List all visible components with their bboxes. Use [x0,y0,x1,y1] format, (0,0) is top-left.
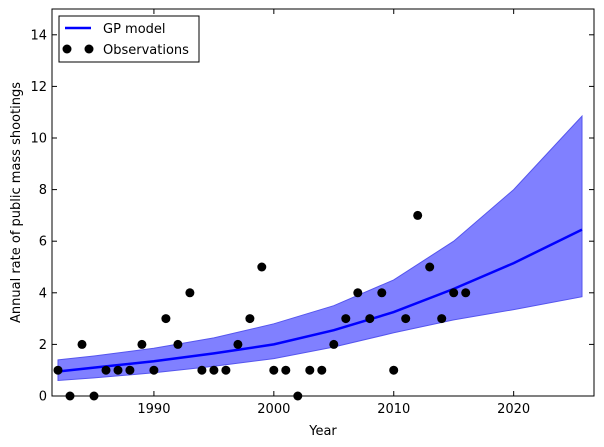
observation-point [137,339,147,349]
observation-point [149,365,159,375]
observation-point [161,314,171,324]
observations-layer [53,210,471,401]
observation-point [341,314,351,324]
x-tick-label: 1990 [137,402,170,417]
y-tick-label: 8 [39,183,47,198]
x-tick-label: 2020 [497,402,530,417]
observation-point [173,339,183,349]
y-tick-label: 14 [30,28,47,43]
observation-point [53,365,63,375]
observation-point [401,314,411,324]
x-tick-label: 2010 [377,402,410,417]
observation-point [329,339,339,349]
observation-point [209,365,219,375]
confidence-band-layer [57,114,583,382]
x-tick-label: 2000 [257,402,290,417]
observation-point [185,288,195,298]
gp-model-line [57,228,583,373]
observation-point [101,365,111,375]
observation-point [305,365,315,375]
legend: GP model Observations [58,15,200,63]
observation-point [233,339,243,349]
observation-point [317,365,327,375]
legend-observations-marker-1 [62,44,72,54]
y-tick-label: 4 [39,286,47,301]
observation-point [389,365,399,375]
y-tick-label: 12 [30,80,47,95]
y-axis-label: Annual rate of public mass shootings [9,82,24,323]
observation-point [461,288,471,298]
observation-point [353,288,363,298]
legend-observations-label: Observations [103,43,189,58]
observation-point [449,288,459,298]
ticks-layer: 1990 2000 2010 2020 0 2 4 6 8 10 12 14 [30,9,594,417]
observation-point [125,365,135,375]
y-tick-label: 0 [39,390,47,405]
y-tick-label: 2 [39,338,47,353]
observation-point [365,314,375,324]
confidence-band [57,114,583,382]
observation-point [257,262,267,272]
observation-point [425,262,435,272]
gp-model-layer [57,228,583,373]
observation-point [437,314,447,324]
observation-point [197,365,207,375]
observation-point [413,210,423,220]
legend-gp-model-label: GP model [103,22,166,37]
legend-observations-marker-2 [84,44,94,54]
observation-point [281,365,291,375]
observation-point [113,365,123,375]
observation-point [377,288,387,298]
y-tick-label: 6 [39,235,47,250]
x-axis-label: Year [308,424,337,439]
observation-point [245,314,255,324]
y-tick-label: 10 [30,132,47,147]
legend-box [58,15,200,63]
observation-point [77,339,87,349]
observation-point [221,365,231,375]
observation-point [269,365,279,375]
plot-frame [51,8,595,397]
